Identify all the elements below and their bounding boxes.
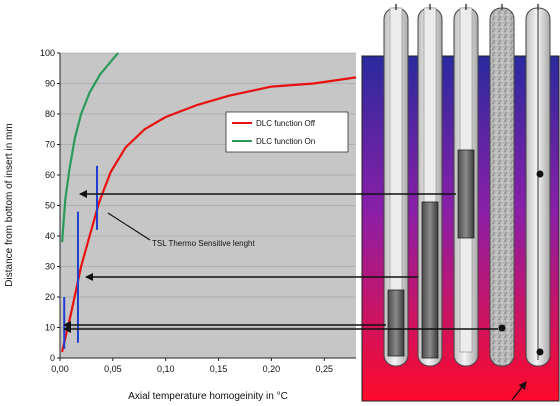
sensor-1 bbox=[387, 289, 405, 357]
sensor-5-bottom bbox=[536, 348, 544, 356]
tsl-annotation: TSL Thermo Sensitive lenght bbox=[152, 239, 255, 248]
connector-arrows bbox=[63, 190, 498, 333]
legend-label-off: DLC function Off bbox=[256, 119, 316, 128]
y-tick-label: 30 bbox=[45, 262, 55, 272]
insert-tube-5 bbox=[525, 4, 551, 367]
x-tick-label: 0,25 bbox=[316, 364, 334, 374]
sensor-4 bbox=[498, 324, 506, 332]
sensor-3 bbox=[457, 149, 475, 239]
y-ticks: 0 10 20 30 40 50 60 70 80 90 100 bbox=[40, 48, 60, 363]
legend-box bbox=[225, 111, 349, 153]
x-ticks: 0,00 0,05 0,10 0,15 0,20 0,25 bbox=[51, 358, 333, 374]
sensor-2 bbox=[421, 201, 439, 359]
legend: DLC function Off DLC function On bbox=[225, 111, 349, 153]
insert-tube-2 bbox=[417, 4, 443, 367]
insert-tube-1 bbox=[383, 4, 409, 367]
y-tick-label: 90 bbox=[45, 79, 55, 89]
y-tick-label: 80 bbox=[45, 109, 55, 119]
insert-tube-3 bbox=[453, 4, 479, 367]
insert-tube-4 bbox=[489, 4, 515, 367]
y-tick-label: 0 bbox=[50, 353, 55, 363]
y-tick-label: 60 bbox=[45, 170, 55, 180]
y-tick-label: 100 bbox=[40, 48, 55, 58]
annotation-leader bbox=[107, 212, 151, 241]
legend-label-on: DLC function On bbox=[256, 137, 315, 146]
x-tick-label: 0,05 bbox=[104, 364, 122, 374]
bath-schematic bbox=[361, 4, 560, 402]
series-layer bbox=[61, 52, 357, 353]
y-tick-label: 20 bbox=[45, 292, 55, 302]
bottom-pointer-arrow bbox=[511, 381, 527, 401]
x-tick-label: 0,00 bbox=[51, 364, 69, 374]
x-axis-label: Axial temperature homogeinity in °C bbox=[128, 391, 288, 402]
y-tick-label: 40 bbox=[45, 231, 55, 241]
x-tick-label: 0,10 bbox=[157, 364, 175, 374]
grid bbox=[60, 52, 356, 328]
y-tick-label: 10 bbox=[45, 323, 55, 333]
y-tick-label: 50 bbox=[45, 201, 55, 211]
x-tick-label: 0,20 bbox=[263, 364, 281, 374]
sensor-5-top bbox=[536, 170, 544, 178]
y-axis-label: Distance from bottom of insert in mm bbox=[4, 123, 15, 286]
y-tick-label: 70 bbox=[45, 140, 55, 150]
x-tick-label: 0,15 bbox=[210, 364, 228, 374]
series-line-1 bbox=[61, 52, 119, 243]
series-line-0 bbox=[61, 76, 357, 353]
